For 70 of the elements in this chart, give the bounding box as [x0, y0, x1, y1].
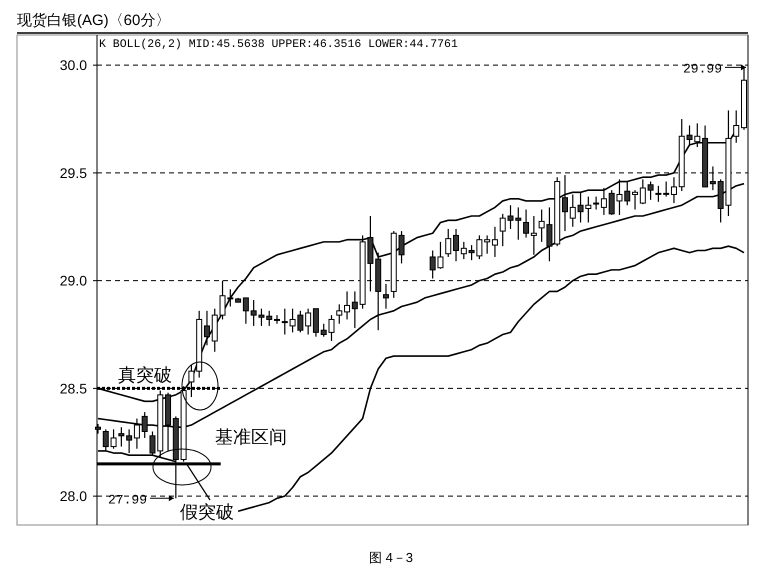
candlestick [118, 426, 124, 448]
candlestick [242, 297, 249, 324]
annotation: 27.99 [108, 492, 148, 508]
ytick: 29.0 [60, 272, 87, 289]
candlestick [460, 241, 467, 260]
candlestick [328, 314, 334, 342]
candlestick [312, 308, 319, 338]
candlestick [110, 428, 117, 450]
candlestick [570, 194, 576, 228]
candlestick [398, 230, 405, 264]
candlestick [149, 430, 156, 456]
candlestick [142, 412, 148, 439]
ytick: 28.0 [60, 488, 87, 504]
candlestick [632, 190, 638, 210]
candlestick [290, 308, 296, 333]
candlestick [227, 288, 234, 308]
candlestick [344, 290, 350, 320]
candlestick [670, 176, 677, 204]
candlestick [663, 180, 670, 198]
candlestick [297, 310, 304, 333]
candlestick [530, 215, 537, 256]
candlestick [134, 418, 140, 450]
title: 现货白银(AG)〈60分〉 [17, 12, 170, 29]
candlestick [102, 428, 109, 452]
candlestick [593, 196, 600, 210]
candlestick [686, 124, 693, 146]
candlestick [445, 228, 452, 258]
candlestick [648, 180, 654, 200]
candlestick [282, 308, 288, 336]
annotation: 29.99 [682, 61, 722, 76]
candlestick [492, 226, 498, 258]
annotation: 真突破 [118, 365, 172, 385]
candlestick [437, 241, 444, 270]
candlestick [538, 208, 545, 242]
candlestick [694, 122, 700, 148]
candlestick [624, 180, 630, 206]
candlestick [468, 244, 475, 261]
annotation: 基准区间 [215, 427, 287, 447]
subtitle: K BOLL(26,2) MID:45.5638 UPPER:46.3516 LOWER:44.7761 [99, 38, 458, 51]
candlestick [733, 110, 740, 144]
candlestick [515, 206, 522, 240]
candlestick [352, 290, 358, 329]
candlestick [546, 206, 552, 262]
ytick: 30.0 [60, 57, 87, 74]
annotation: 图 4－3 [368, 550, 414, 565]
candlestick [600, 187, 607, 216]
candlestick [204, 310, 210, 346]
candlestick [523, 208, 530, 238]
candlestick [585, 196, 592, 224]
candlestick [508, 204, 514, 230]
candlestick [305, 308, 312, 336]
candlestick [266, 310, 272, 327]
candlestick [320, 323, 327, 338]
candlestick [250, 299, 257, 327]
candlestick [382, 283, 389, 310]
candlestick [616, 178, 622, 216]
candlestick [336, 304, 342, 324]
candlestick [578, 192, 584, 224]
ytick: 29.5 [60, 164, 87, 181]
candlestick [500, 213, 506, 247]
candlestick [655, 185, 662, 202]
candlestick [608, 190, 615, 216]
candlestick [484, 234, 490, 254]
candlestick [640, 178, 646, 205]
candlestick [126, 428, 132, 454]
candlestick [258, 308, 264, 327]
candlestick [453, 228, 460, 262]
candlestick [476, 234, 482, 260]
ytick: 28.5 [60, 380, 87, 396]
annotation: 假突破 [180, 502, 234, 522]
